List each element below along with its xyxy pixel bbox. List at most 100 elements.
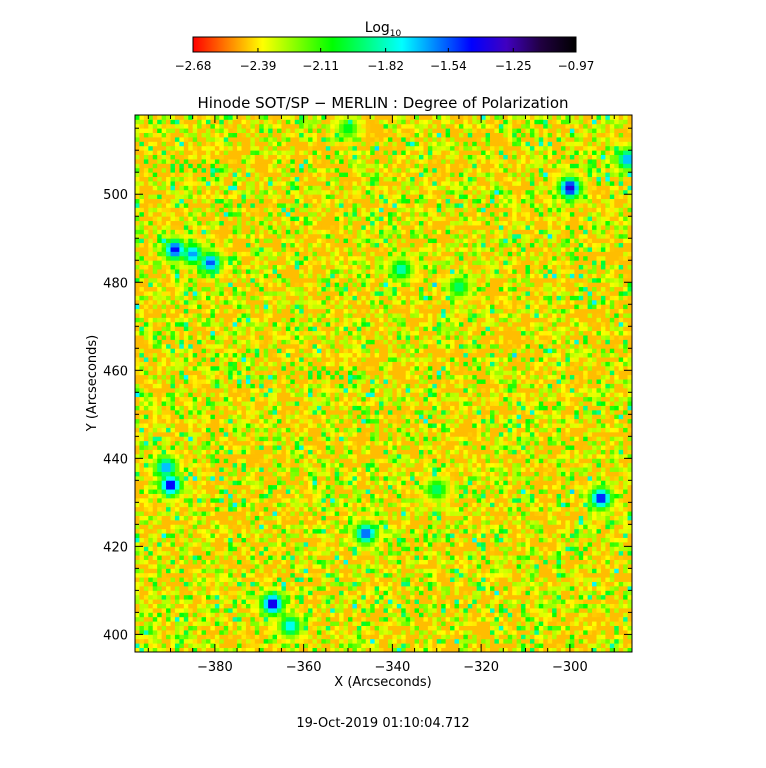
heatmap-cell [525, 546, 531, 552]
heatmap-cell [574, 555, 580, 560]
heatmap-cell [614, 541, 620, 547]
heatmap-cell [583, 462, 589, 468]
heatmap-cell [170, 625, 176, 631]
heatmap-cell [281, 497, 287, 503]
heatmap-cell [374, 502, 380, 508]
heatmap-cell [396, 594, 402, 600]
heatmap-cell [516, 577, 522, 582]
heatmap-cell [201, 524, 207, 530]
heatmap-cell [254, 563, 260, 569]
heatmap-cell [352, 484, 358, 490]
colorbar-tick-label: −1.82 [367, 59, 404, 73]
heatmap-cell [490, 502, 495, 508]
heatmap-cell [183, 528, 189, 534]
heatmap-cell [157, 524, 163, 530]
heatmap-cell [161, 497, 167, 503]
heatmap-cell [472, 467, 478, 472]
heatmap-cell [161, 594, 167, 600]
heatmap-cell [401, 546, 407, 552]
heatmap-cell [263, 497, 269, 503]
heatmap-cell [507, 515, 513, 521]
heatmap-cell [423, 643, 429, 648]
heatmap-cell [521, 506, 526, 512]
heatmap-cell [254, 546, 260, 552]
heatmap-cell [534, 647, 540, 653]
heatmap-cell [339, 621, 344, 626]
heatmap-cell [552, 629, 557, 635]
heatmap-cell [476, 546, 482, 552]
heatmap-cell [441, 515, 447, 521]
heatmap-cell [170, 511, 176, 516]
heatmap-cell [552, 585, 557, 591]
heatmap-cell [396, 607, 402, 613]
heatmap-cell [223, 515, 229, 521]
heatmap-cell [139, 480, 145, 486]
heatmap-cell [250, 563, 256, 569]
heatmap-cell [339, 484, 344, 490]
heatmap-cell [565, 541, 571, 547]
heatmap-cell [392, 537, 398, 543]
heatmap-cell [183, 462, 189, 468]
heatmap-cell [383, 563, 389, 569]
heatmap-cell [321, 577, 327, 582]
heatmap-cell [370, 590, 376, 596]
heatmap-cell [463, 467, 469, 472]
heatmap-cell [569, 511, 575, 516]
heatmap-cell [427, 528, 433, 534]
heatmap-cell [370, 603, 376, 609]
heatmap-cell [139, 471, 145, 477]
heatmap-cell [565, 533, 571, 538]
heatmap-cell [561, 484, 566, 490]
heatmap-cell [321, 585, 327, 591]
heatmap-cell [450, 515, 455, 521]
heatmap-cell [618, 458, 624, 464]
heatmap-cell [308, 462, 313, 468]
heatmap-cell [432, 568, 438, 574]
heatmap-cell [414, 634, 420, 640]
heatmap-cell [312, 634, 318, 640]
heatmap-cell [574, 616, 580, 622]
heatmap-cell [143, 563, 149, 569]
heatmap-cell [250, 462, 256, 468]
heatmap-cell [458, 621, 464, 626]
heatmap-cell [396, 506, 402, 512]
heatmap-cell [241, 594, 247, 600]
heatmap-cell [285, 497, 291, 503]
heatmap-cell [325, 599, 331, 604]
heatmap-cell [432, 475, 438, 481]
heatmap-cell [303, 484, 309, 490]
heatmap-cell [361, 480, 367, 486]
heatmap-cell [423, 572, 429, 578]
heatmap-cell [379, 607, 384, 613]
heatmap-cell [201, 502, 207, 508]
heatmap-cell [201, 643, 207, 648]
heatmap-cell [343, 599, 349, 604]
heatmap-cell [272, 581, 278, 587]
heatmap-cell [157, 599, 163, 604]
heatmap-cell [299, 511, 305, 516]
heatmap-cell [405, 577, 411, 582]
heatmap-cell [237, 533, 242, 538]
heatmap-cell [206, 489, 211, 494]
heatmap-cell [472, 577, 478, 582]
heatmap-cell [330, 577, 336, 582]
heatmap-cell [592, 528, 597, 534]
heatmap-cell [401, 625, 407, 631]
heatmap-cell [423, 528, 429, 534]
heatmap-cell [206, 585, 211, 591]
heatmap-cell [379, 634, 384, 640]
heatmap-cell [157, 458, 163, 464]
heatmap-cell [356, 537, 362, 543]
heatmap-cell [441, 462, 447, 468]
heatmap-cell [139, 585, 145, 591]
heatmap-cell [352, 528, 358, 534]
heatmap-cell [525, 480, 531, 486]
heatmap-cell [552, 625, 557, 631]
heatmap-cell [578, 563, 584, 569]
heatmap-cell [427, 480, 433, 486]
heatmap-cell [272, 638, 278, 644]
heatmap-cell [494, 563, 500, 569]
heatmap-cell [210, 629, 216, 635]
heatmap-cell [263, 572, 269, 578]
heatmap-cell [188, 546, 194, 552]
